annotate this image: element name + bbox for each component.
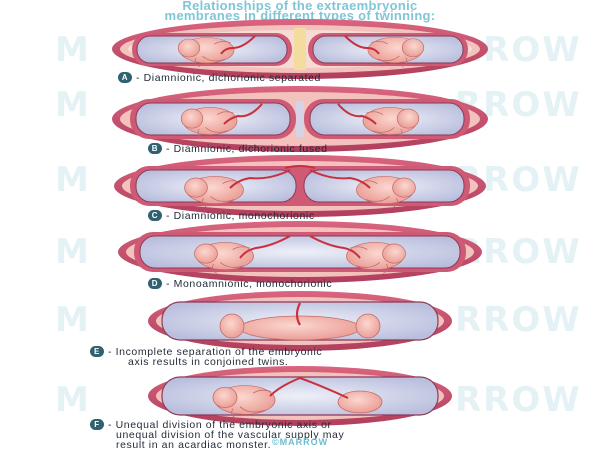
fused-chorion <box>296 101 304 137</box>
umbilical-cord <box>299 377 349 399</box>
caption-text-line-2: axis results in conjoined twins. <box>128 356 289 368</box>
watermark-right: RROW <box>455 380 582 420</box>
panel-b <box>112 86 488 152</box>
watermark-left: M <box>55 232 91 272</box>
footer-brand: ©MARROW <box>271 437 329 447</box>
caption-letter-badge: D <box>148 278 162 289</box>
caption-text-line-3: result in an acardiac monster. <box>116 439 272 451</box>
caption-text: - Unequal division of the embryonic axis… <box>108 419 332 431</box>
umbilical-cord <box>220 35 256 55</box>
caption-letter-badge: E <box>90 346 104 357</box>
umbilical-cord <box>229 169 291 189</box>
watermark-left: M <box>55 300 91 340</box>
caption-letter-badge: C <box>148 210 162 221</box>
caption-e: E - Incomplete separation of the embryoni… <box>90 346 322 367</box>
umbilical-cord <box>309 169 371 189</box>
caption-text: - Diamnionic, monochorionic <box>166 210 315 222</box>
umbilical-cord <box>344 35 380 55</box>
umbilical-cord <box>223 103 263 125</box>
head-left <box>219 313 245 339</box>
shared-placenta-vessels <box>284 165 316 169</box>
panel-e <box>148 291 452 351</box>
diagram-title-line-2: membranes in different types of twinning… <box>164 8 436 23</box>
amnion <box>161 376 439 416</box>
caption-letter-badge: F <box>90 419 104 430</box>
caption-a: A - Diamnionic, dichorionic separated <box>118 72 321 84</box>
caption-text: - Incomplete separation of the embryonic <box>108 346 323 358</box>
amnion <box>139 235 461 269</box>
umbilical-cord <box>239 235 291 259</box>
watermark-left: M <box>55 380 91 420</box>
caption-text: - Diamnionic, dichorionic separated <box>136 72 321 84</box>
caption-text: - Diamnionic, dichorionic fused <box>166 143 328 155</box>
umbilical-cord <box>269 377 301 397</box>
caption-letter-badge: B <box>148 143 162 154</box>
caption-b: B - Diamnionic, dichorionic fused <box>148 143 328 155</box>
umbilical-cord <box>295 302 301 326</box>
panel-d <box>118 221 482 283</box>
umbilical-cord <box>337 103 377 125</box>
panel-a <box>112 19 488 79</box>
watermark-left: M <box>55 160 91 200</box>
panel-c <box>114 155 486 217</box>
caption-letter-badge: A <box>118 72 132 83</box>
caption-text-line-2: unequal division of the vascular supply … <box>116 429 345 441</box>
acardiac-twin <box>337 390 383 414</box>
caption-c: C - Diamnionic, monochorionic <box>148 210 315 222</box>
caption-d: D - Monoamnionic, monochorionic <box>148 278 332 290</box>
septum <box>294 28 306 70</box>
watermark-right: RROW <box>455 300 582 340</box>
umbilical-cord <box>309 235 361 259</box>
watermark-left: M <box>55 85 91 125</box>
diagram-title-line-1: Relationships of the extraembryonic <box>182 0 418 13</box>
caption-f: F - Unequal division of the embryonic axi… <box>90 419 344 450</box>
panel-f <box>148 366 452 426</box>
head-right <box>355 313 381 339</box>
conjoined-body <box>239 315 361 341</box>
caption-text: - Monoamnionic, monochorionic <box>166 278 333 290</box>
watermark-left: M <box>55 30 91 70</box>
